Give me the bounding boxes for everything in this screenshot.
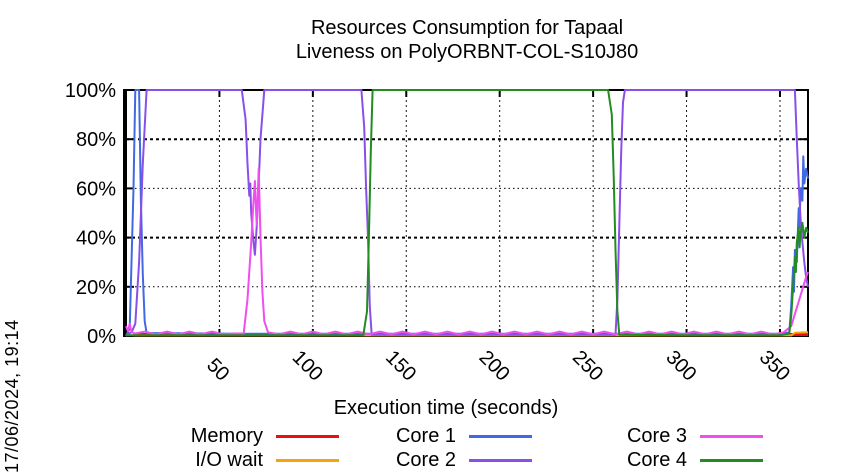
chart-title-line1: Resources Consumption for Tapaal: [310, 17, 624, 39]
legend-label-core4: Core 4: [626, 449, 687, 471]
y-tick-label: 100%: [65, 80, 116, 102]
legend-label-core2: Core 2: [395, 449, 456, 471]
legend-swatch-core4: [700, 458, 763, 462]
legend-swatch-core2: [469, 458, 532, 462]
legend-label-core3: Core 3: [626, 425, 687, 447]
chart-title: Resources Consumption for Tapaal Livenes…: [126, 16, 808, 64]
x-tick-label: 250: [568, 346, 607, 385]
timestamp-label: 17/06/2024, 19:14: [2, 319, 22, 473]
x-tick-label: 50: [202, 354, 233, 385]
series-line-core-3: [125, 167, 809, 336]
legend-swatch-core1: [469, 434, 532, 438]
x-tick-label: 350: [755, 346, 794, 385]
y-tick-label: 0%: [87, 326, 116, 348]
y-tick-label: 20%: [76, 277, 116, 299]
y-tick-label: 40%: [76, 228, 116, 250]
x-tick-label: 100: [288, 346, 327, 385]
series-line-core-4: [126, 89, 809, 337]
series-line-core-2: [125, 89, 809, 336]
x-tick-label: 300: [661, 346, 700, 385]
legend-swatch-core3: [700, 434, 763, 438]
plot-border: [125, 89, 809, 337]
legend-swatch-cell: [456, 448, 532, 472]
legend-label-iowait: I/O wait: [195, 449, 263, 471]
legend-label-memory: Memory: [190, 425, 263, 447]
x-axis-label: Execution time (seconds): [333, 397, 559, 419]
legend-swatch-cell: [687, 424, 766, 448]
x-tick-label: 150: [381, 346, 420, 385]
legend-label-core1: Core 1: [395, 425, 456, 447]
y-tick-label: 80%: [76, 129, 116, 151]
y-tick-label: 60%: [76, 178, 116, 200]
legend: Memory Core 1 Core 3 I/O wait Core 2 Cor…: [126, 424, 766, 472]
series-line-core-1: [125, 89, 809, 337]
legend-swatch-cell: [456, 424, 532, 448]
legend-swatch-cell: [263, 424, 339, 448]
legend-swatch-cell: [263, 448, 339, 472]
legend-swatch-memory: [276, 434, 339, 438]
chart-title-line2: Liveness on PolyORBNT-COL-S10J80: [295, 41, 639, 63]
x-tick-label: 200: [475, 346, 514, 385]
legend-swatch-iowait: [276, 458, 339, 462]
legend-swatch-cell: [687, 448, 766, 472]
